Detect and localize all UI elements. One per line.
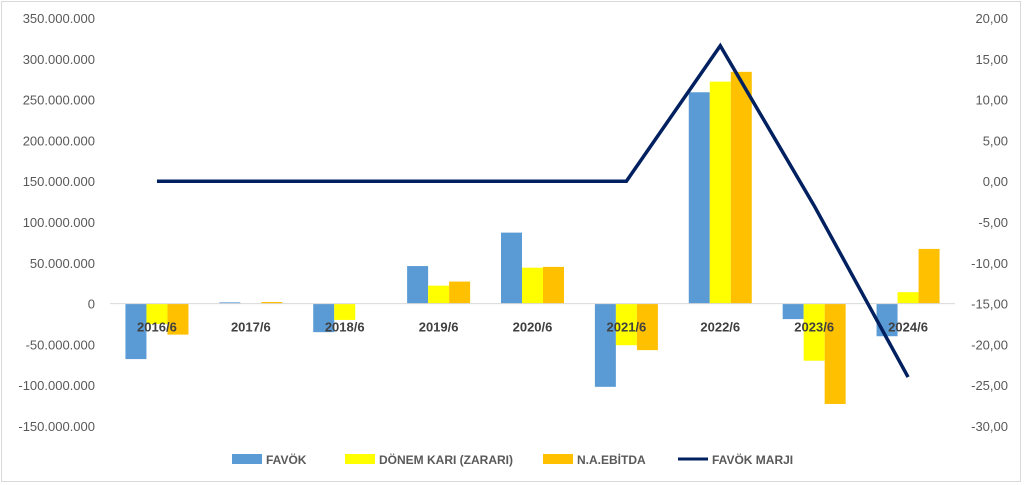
left-axis-tick-label: 200.000.000 [23,133,95,148]
category-label: 2022/6 [700,320,740,335]
bar-d-nem-kari-zarari--2024-6 [897,292,919,304]
bar-n-a-ebi-tda-2017-6 [261,301,283,304]
right-axis-tick-label: -25,00 [971,378,1008,393]
bar-fav-k-2019-6 [407,266,429,304]
category-label: 2019/6 [419,320,459,335]
bar-fav-k-2021-6 [594,303,616,387]
bar-n-a-ebi-tda-2024-6 [918,248,940,304]
legend-swatch [345,454,375,464]
bar-d-nem-kari-zarari--2018-6 [334,303,356,320]
category-label: 2020/6 [513,320,553,335]
category-label: 2024/6 [888,320,928,335]
legend-swatch [543,454,573,464]
right-axis-tick-label: -15,00 [971,297,1008,312]
left-axis-tick-label: 300.000.000 [23,52,95,67]
right-axis-tick-label: 5,00 [983,133,1008,148]
right-axis-tick-label: 10,00 [975,93,1008,108]
right-axis-tick-label: -10,00 [971,256,1008,271]
bar-d-nem-kari-zarari--2023-6 [803,303,825,361]
left-axis-tick-label: 100.000.000 [23,215,95,230]
bar-d-nem-kari-zarari--2016-6 [146,303,168,324]
left-axis-tick-label: 150.000.000 [23,174,95,189]
bar-fav-k-2017-6 [219,302,241,304]
left-axis-tick-label: 350.000.000 [23,11,95,26]
right-axis-tick-label: -20,00 [971,337,1008,352]
bar-n-a-ebi-tda-2020-6 [543,266,564,304]
legend-label: FAVÖK [266,452,307,467]
left-axis-tick-label: 50.000.000 [30,256,95,271]
bar-n-a-ebi-tda-2016-6 [167,303,189,335]
legend-label: N.A.EBİTDA [577,452,646,467]
left-axis-tick-label: 250.000.000 [23,93,95,108]
bar-d-nem-kari-zarari--2019-6 [428,285,450,304]
left-axis-tick-label: -100.000.000 [18,378,95,393]
left-axis-tick-label: 0 [88,297,95,312]
right-axis-tick-label: 20,00 [975,11,1008,26]
category-label: 2017/6 [231,320,271,335]
legend-label: DÖNEM KARI (ZARARI) [379,452,513,467]
bar-d-nem-kari-zarari--2021-6 [615,303,637,346]
legend-label: FAVÖK MARJI [712,452,793,467]
bar-fav-k-2018-6 [313,303,335,333]
right-axis-tick-label: 0,00 [983,174,1008,189]
bar-n-a-ebi-tda-2022-6 [730,71,752,304]
category-label: 2016/6 [137,320,177,335]
bar-d-nem-kari-zarari--2020-6 [522,267,543,304]
category-label: 2021/6 [607,320,647,335]
left-axis-tick-label: -50.000.000 [26,337,95,352]
right-axis-tick-label: 15,00 [975,52,1008,67]
bar-n-a-ebi-tda-2021-6 [636,303,658,351]
bar-fav-k-2022-6 [688,92,710,304]
bar-fav-k-2023-6 [782,303,804,320]
bar-fav-k-2020-6 [501,232,522,304]
bar-d-nem-kari-zarari--2022-6 [709,81,731,304]
bar-n-a-ebi-tda-2019-6 [449,281,471,304]
bar-fav-k-2016-6 [125,303,147,360]
line-favok-marji [156,42,910,378]
right-axis-tick-label: -30,00 [971,419,1008,434]
right-axis-tick-label: -5,00 [978,215,1008,230]
left-axis-tick-label: -150.000.000 [18,419,95,434]
category-label: 2023/6 [794,320,834,335]
legend-swatch [232,454,262,464]
bar-n-a-ebi-tda-2023-6 [824,303,846,404]
category-label: 2018/6 [325,320,365,335]
